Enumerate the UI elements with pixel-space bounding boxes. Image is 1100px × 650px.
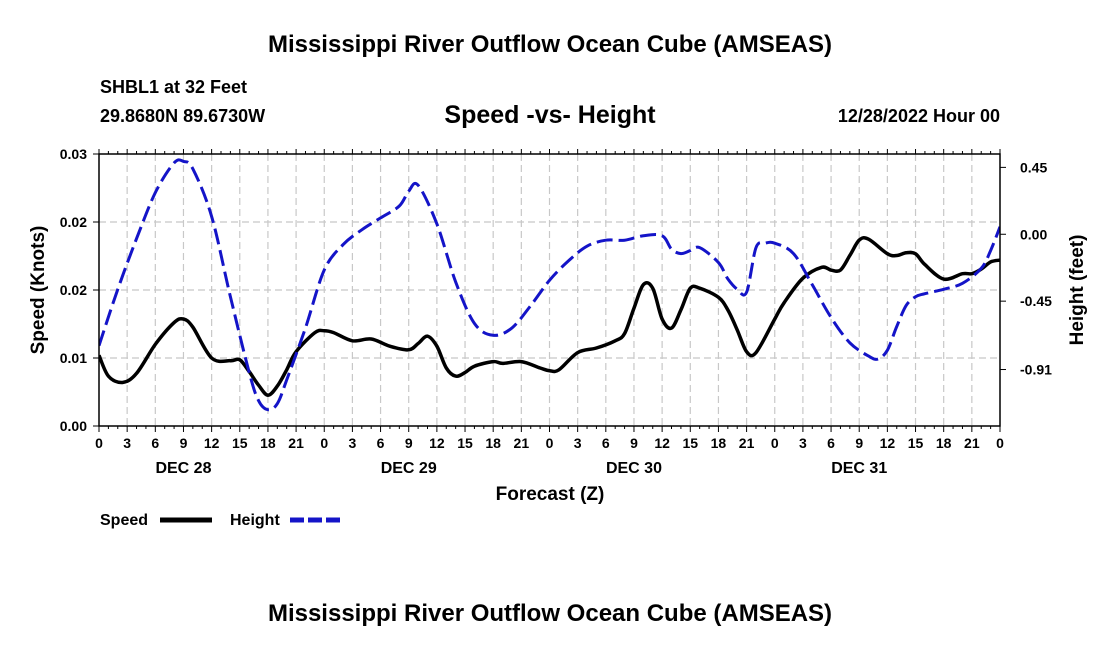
day-label: DEC 31 — [831, 460, 887, 477]
x-tick-label: 21 — [288, 435, 304, 451]
day-label: DEC 29 — [381, 460, 437, 477]
y2-tick-label: 0.45 — [1020, 159, 1047, 175]
series-line-speed — [99, 236, 1000, 397]
legend-height-label: Height — [230, 512, 280, 529]
x-tick-label: 0 — [996, 435, 1004, 451]
x-tick-label: 0 — [320, 435, 328, 451]
legend: Speed Height — [100, 512, 342, 529]
x-tick-label: 15 — [908, 435, 924, 451]
y2-tick-label: -0.91 — [1020, 362, 1052, 378]
x-tick-label: 15 — [457, 435, 473, 451]
station-label: SHBL1 at 32 Feet — [100, 77, 248, 97]
x-tick-label: 3 — [574, 435, 582, 451]
x-tick-label: 9 — [405, 435, 413, 451]
x-tick-label: 15 — [232, 435, 248, 451]
footer-title: Mississippi River Outflow Ocean Cube (AM… — [267, 600, 833, 627]
x-tick-label: 18 — [485, 435, 501, 451]
y-tick-label: 0.02 — [60, 282, 87, 298]
y-tick-label: 0.03 — [60, 146, 87, 162]
x-tick-label: 12 — [654, 435, 670, 451]
x-tick-label: 18 — [711, 435, 727, 451]
speed-height-chart: 0 3 6 9 12 15 18 21 0 3 6 9 12 15 18 21 0 3 6 9 12 15 18 21 0 3 6 9… — [28, 146, 1088, 529]
x-tick-label: 18 — [936, 435, 952, 451]
legend-speed-label: Speed — [100, 512, 148, 529]
y-tick-label: 0.01 — [60, 350, 87, 366]
x-tick-label: 12 — [880, 435, 896, 451]
x-tick-label: 12 — [204, 435, 220, 451]
x-tick-label: 6 — [377, 435, 385, 451]
x-tick-label: 21 — [514, 435, 530, 451]
x-tick-label: 0 — [771, 435, 779, 451]
chart-title: Speed -vs- Height — [444, 101, 656, 129]
y-tick-label: 0.02 — [60, 214, 87, 230]
x-tick-label: 0 — [546, 435, 554, 451]
x-tick-label: 6 — [827, 435, 835, 451]
coordinates-label: 29.8680N 89.6730W — [100, 106, 266, 126]
x-tick-label: 9 — [630, 435, 638, 451]
y2-tick-label: -0.45 — [1020, 293, 1052, 309]
day-label: DEC 28 — [155, 460, 211, 477]
y2-tick-label: 0.00 — [1020, 226, 1047, 242]
x-tick-label: 6 — [602, 435, 610, 451]
x-tick-label: 12 — [429, 435, 445, 451]
y2-axis-label: Height (feet) — [1067, 235, 1088, 346]
y-tick-label: 0.00 — [60, 418, 87, 434]
x-tick-label: 21 — [964, 435, 980, 451]
x-tick-label: 3 — [799, 435, 807, 451]
series-line-height — [99, 158, 1000, 412]
x-tick-label: 3 — [123, 435, 131, 451]
x-tick-label: 0 — [95, 435, 103, 451]
day-label: DEC 30 — [606, 460, 662, 477]
x-axis-label: Forecast (Z) — [496, 484, 605, 505]
x-tick-label: 9 — [855, 435, 863, 451]
x-tick-label: 18 — [260, 435, 276, 451]
main-title: Mississippi River Outflow Ocean Cube (AM… — [267, 31, 833, 58]
x-tick-label: 21 — [739, 435, 755, 451]
x-tick-label: 3 — [349, 435, 357, 451]
forecast-date-label: 12/28/2022 Hour 00 — [837, 106, 1000, 126]
x-tick-label: 6 — [151, 435, 159, 451]
x-tick-label: 15 — [682, 435, 698, 451]
grid — [99, 154, 1000, 426]
y-axis-label: Speed (Knots) — [28, 226, 49, 355]
x-tick-label: 9 — [180, 435, 188, 451]
